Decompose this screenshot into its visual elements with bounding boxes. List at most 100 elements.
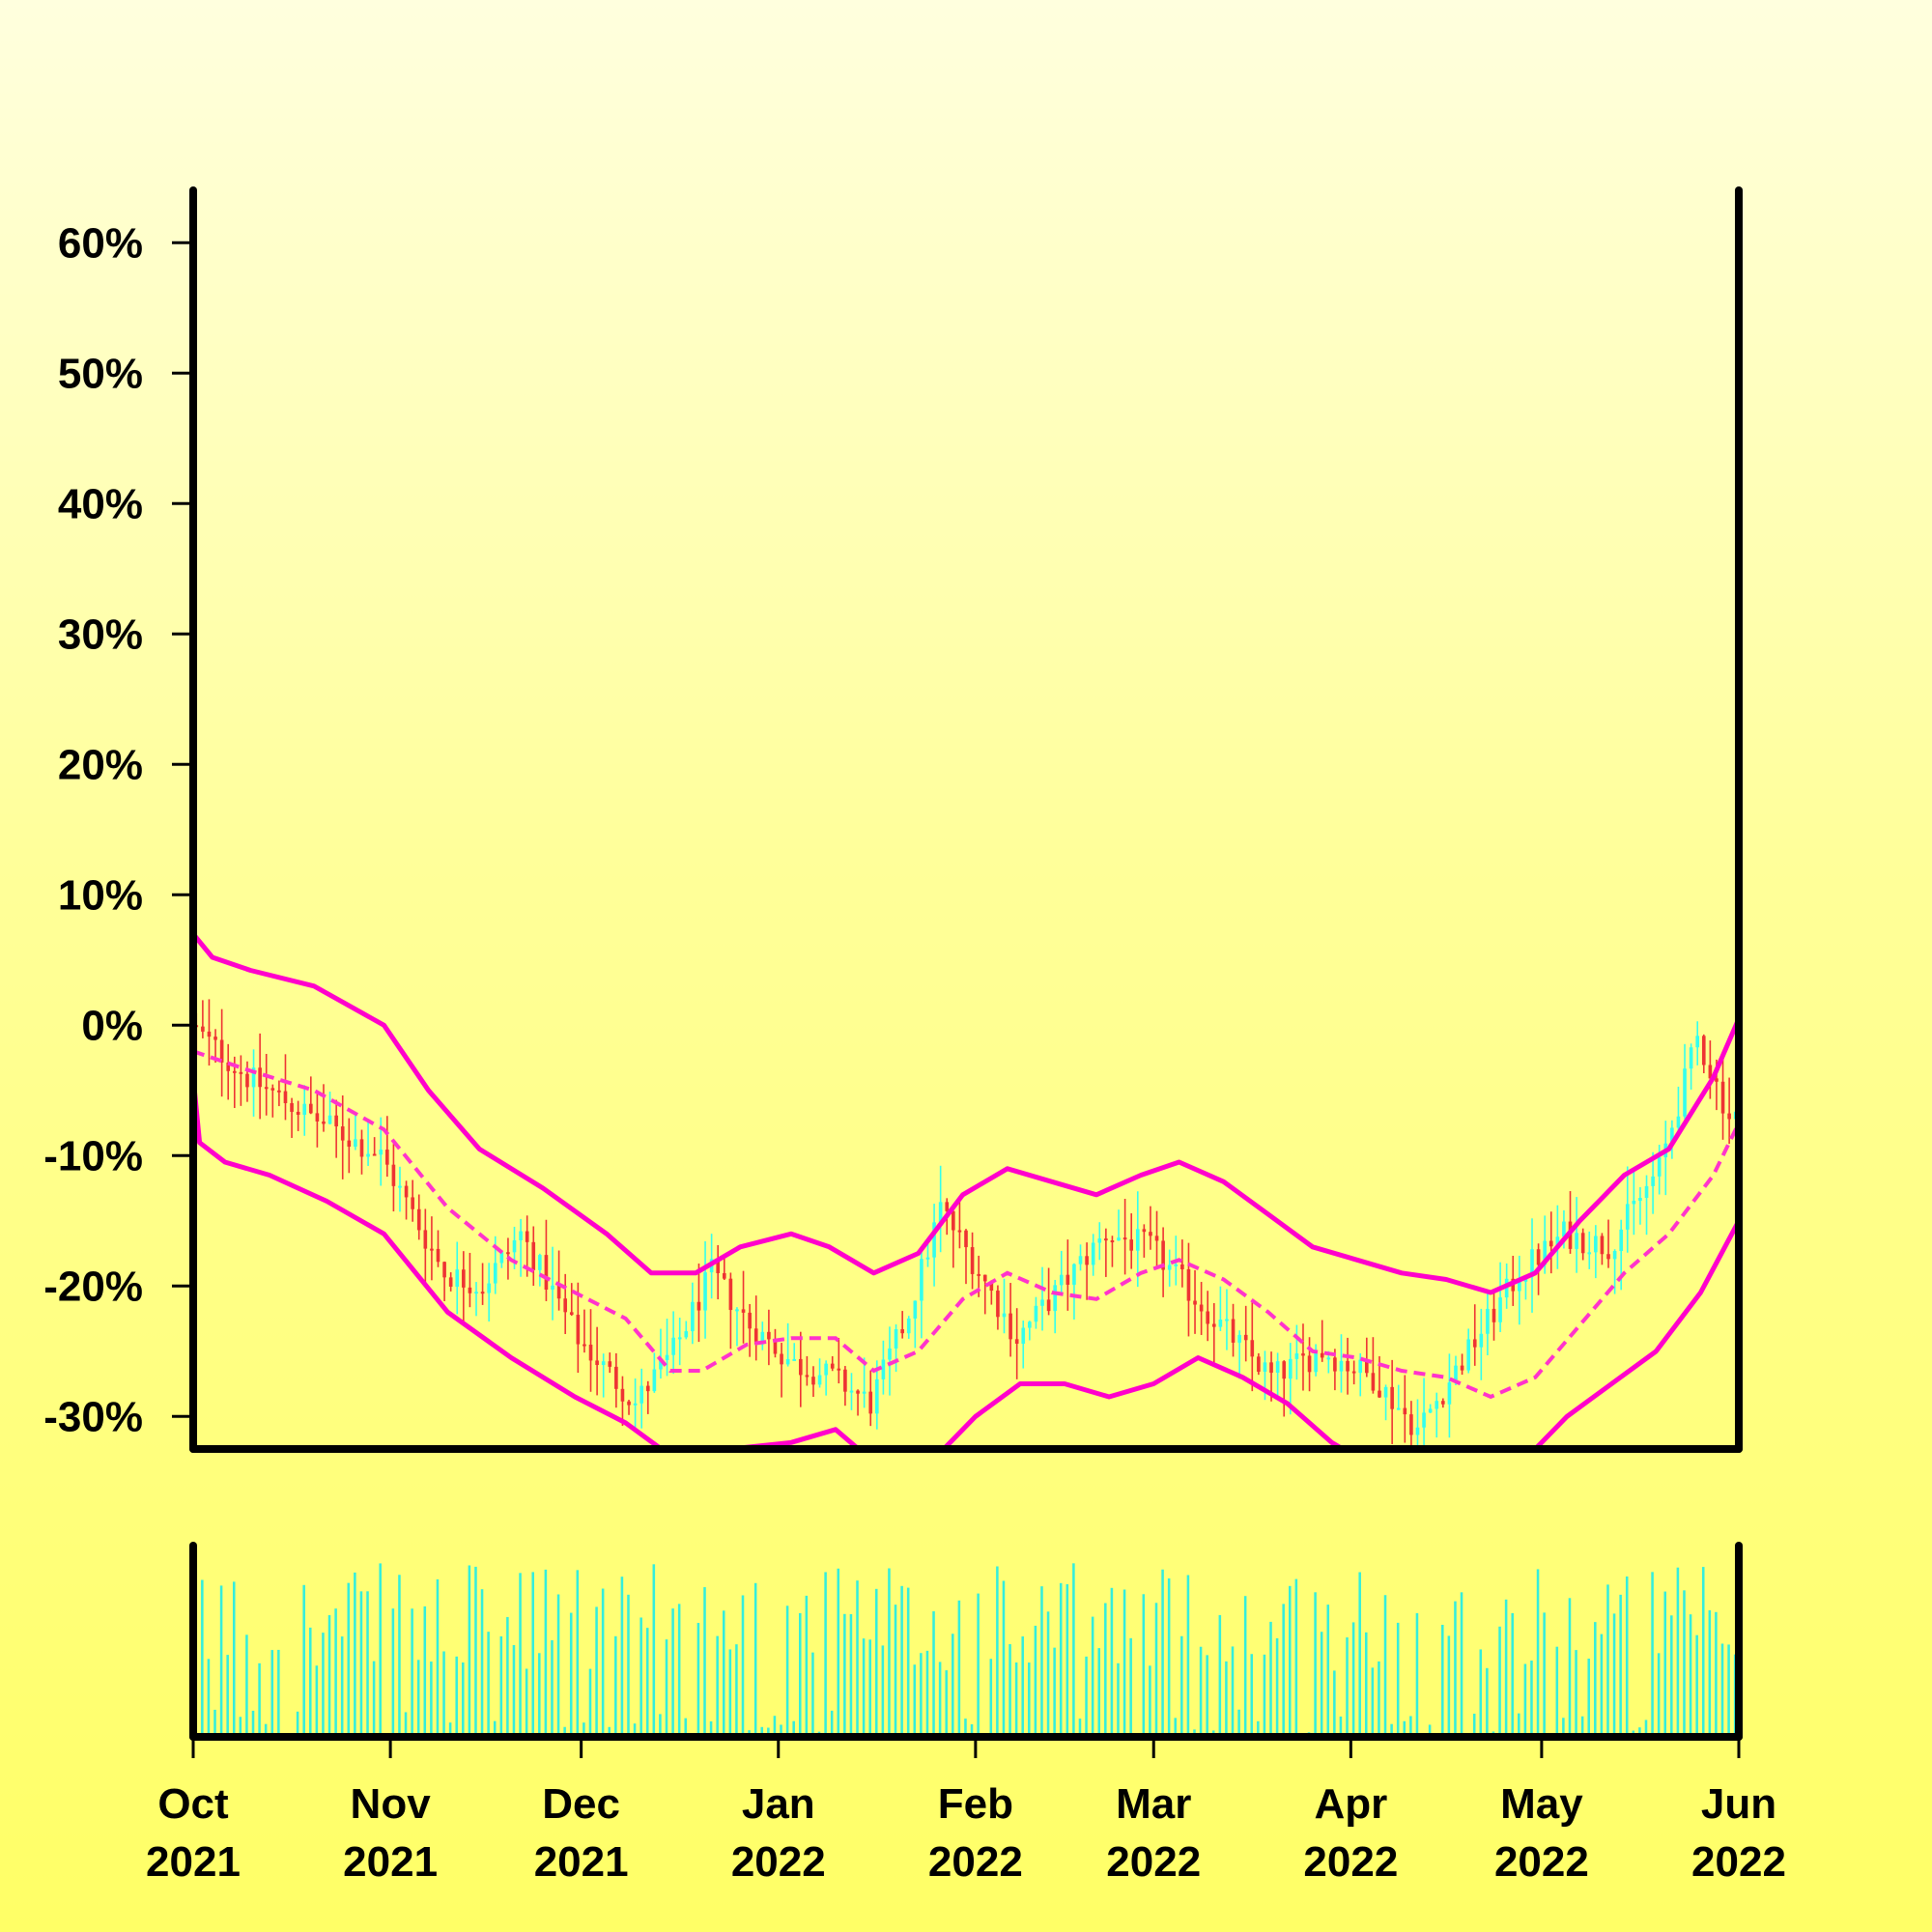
volume-bar — [595, 1606, 598, 1737]
volume-series — [194, 1563, 1737, 1737]
candle-body — [1536, 1249, 1541, 1265]
volume-bar — [1511, 1612, 1514, 1737]
candle-body — [1282, 1361, 1287, 1379]
volume-bar — [1149, 1665, 1151, 1737]
x-tick-year-label: 2022 — [928, 1838, 1023, 1886]
candle-body — [1021, 1327, 1026, 1344]
volume-bar — [1078, 1719, 1082, 1737]
y-tick-label: -20% — [43, 1263, 143, 1310]
candle-body — [1085, 1256, 1089, 1265]
candle-body — [1548, 1240, 1553, 1247]
candle-body — [938, 1202, 943, 1223]
volume-bar — [277, 1649, 280, 1737]
volume-bar — [1002, 1580, 1006, 1737]
volume-bar — [1371, 1667, 1375, 1737]
candle-body — [1651, 1176, 1655, 1186]
candle-body — [201, 1026, 205, 1032]
candle-body — [347, 1140, 352, 1148]
candle-body — [1383, 1386, 1388, 1398]
volume-bar — [455, 1656, 458, 1737]
volume-bar — [1390, 1723, 1393, 1737]
volume-bar — [811, 1652, 814, 1737]
candle-body — [506, 1252, 510, 1255]
candle-body — [925, 1257, 930, 1260]
volume-bar — [1154, 1603, 1158, 1737]
candle-body — [659, 1359, 663, 1370]
volume-bar — [1396, 1622, 1400, 1737]
candle-body — [391, 1164, 396, 1186]
candle-body — [480, 1292, 485, 1294]
candle-body — [468, 1287, 472, 1293]
candle-body — [1435, 1401, 1439, 1409]
volume-bar — [639, 1617, 642, 1737]
candle-body — [245, 1073, 249, 1088]
candle-body — [798, 1358, 803, 1376]
candle-body — [1250, 1340, 1255, 1357]
volume-bar — [1715, 1611, 1718, 1737]
candle-body — [671, 1337, 675, 1355]
volume-bar — [1122, 1589, 1126, 1737]
volume-bar — [785, 1605, 789, 1737]
volume-bar — [767, 1727, 770, 1737]
volume-bar — [1486, 1667, 1489, 1737]
candle-body — [753, 1328, 758, 1345]
volume-bar — [588, 1668, 592, 1737]
y-tick-label: -10% — [43, 1132, 143, 1179]
volume-bar — [462, 1662, 465, 1737]
candle-body — [1543, 1240, 1547, 1265]
volume-bar — [957, 1600, 961, 1737]
candle-body — [1351, 1371, 1356, 1374]
y-tick-label: -30% — [43, 1393, 143, 1440]
volume-bar — [633, 1723, 637, 1737]
volume-bar — [1358, 1572, 1361, 1737]
volume-bar — [996, 1566, 999, 1737]
candle-body — [780, 1353, 783, 1365]
volume-bar — [359, 1591, 363, 1737]
volume-bar — [423, 1605, 427, 1737]
volume-bar — [1110, 1587, 1114, 1737]
volume-bar — [1575, 1650, 1577, 1737]
volume-bar — [258, 1662, 261, 1737]
candle-body — [1211, 1323, 1216, 1327]
candle-body — [1479, 1333, 1484, 1348]
candle-body — [1498, 1297, 1502, 1322]
volume-bar — [1644, 1719, 1648, 1737]
volume-bar — [798, 1612, 802, 1737]
volume-bar — [1580, 1716, 1584, 1737]
volume-bar — [1454, 1601, 1457, 1737]
candle-body — [849, 1390, 854, 1393]
candle-body — [379, 1150, 384, 1155]
volume-bar — [391, 1608, 395, 1737]
volume-bar — [232, 1581, 236, 1737]
volume-bar — [1638, 1727, 1641, 1737]
candle-body — [1034, 1305, 1038, 1322]
volume-bar — [1269, 1621, 1272, 1737]
candle-body — [442, 1262, 446, 1278]
volume-bar — [531, 1572, 534, 1737]
candle-body — [1206, 1311, 1210, 1324]
volume-bar — [1225, 1661, 1228, 1737]
volume-bar — [1206, 1655, 1208, 1737]
volume-bar — [1231, 1646, 1235, 1737]
candle-body — [448, 1277, 453, 1287]
candle-body — [906, 1318, 911, 1334]
y-axis-ticks: 60% 50% 40% 30% 20% 10% 0% -10% -20% -30% — [43, 219, 189, 1440]
volume-bar — [862, 1638, 866, 1737]
x-tick-month-label: Oct — [157, 1780, 229, 1828]
volume-bar — [1670, 1615, 1673, 1737]
y-tick-label: 30% — [58, 611, 143, 658]
candle-body — [232, 1070, 237, 1073]
volume-bar — [264, 1723, 268, 1737]
candle-body — [627, 1401, 631, 1406]
candle-body — [1237, 1334, 1241, 1343]
candle-body — [633, 1403, 638, 1406]
candle-body — [544, 1255, 549, 1291]
candle-body — [551, 1285, 554, 1291]
candle-body — [1167, 1264, 1172, 1270]
axes-frame — [189, 186, 1743, 1741]
candle-body — [1580, 1233, 1585, 1254]
volume-bar — [1288, 1585, 1292, 1737]
candle-body — [875, 1378, 879, 1414]
volume-bar — [430, 1662, 433, 1737]
volume-bar — [1294, 1578, 1298, 1737]
